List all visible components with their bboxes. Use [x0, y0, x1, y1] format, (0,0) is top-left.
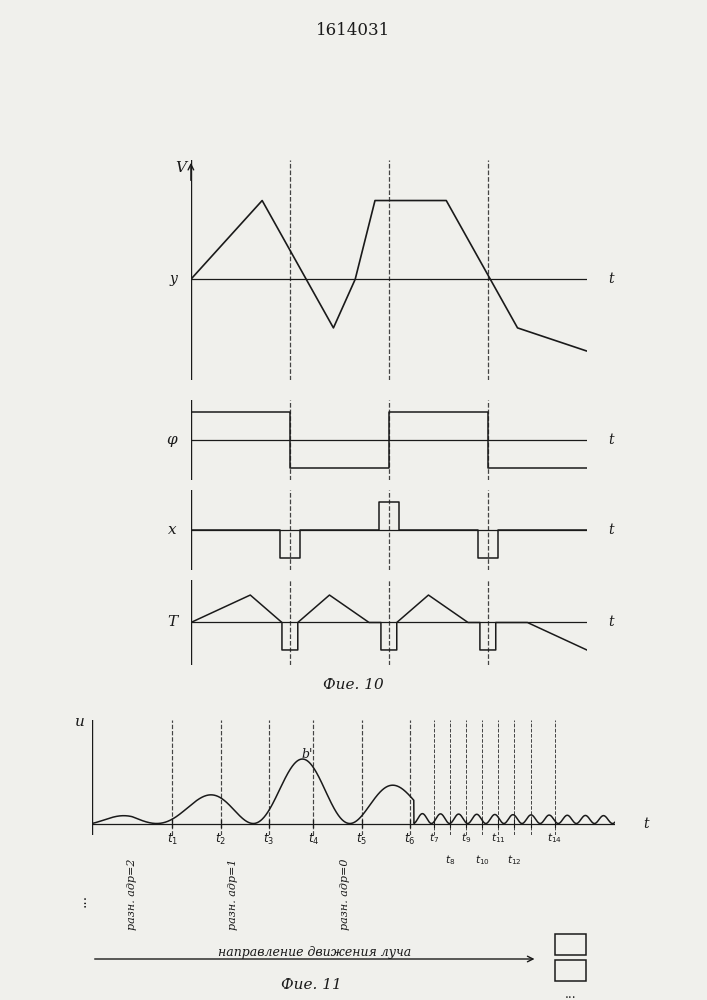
- Text: t: t: [609, 523, 614, 537]
- Text: $t_6$: $t_6$: [404, 832, 416, 847]
- Text: $t_{11}$: $t_{11}$: [491, 832, 506, 845]
- Text: разн. адр=1: разн. адр=1: [228, 858, 238, 930]
- Text: 1614031: 1614031: [316, 22, 391, 39]
- Text: φ: φ: [166, 433, 177, 447]
- Text: t: t: [643, 816, 649, 830]
- Text: u: u: [75, 715, 85, 729]
- Text: V: V: [175, 161, 187, 175]
- Text: $t_7$: $t_7$: [429, 832, 439, 845]
- Text: Фие. 11: Фие. 11: [281, 978, 341, 992]
- Text: $t_2$: $t_2$: [215, 832, 226, 847]
- Text: направление движения луча: направление движения луча: [218, 946, 411, 959]
- Bar: [556, 934, 587, 955]
- Text: T: T: [167, 615, 177, 630]
- Text: $t_1$: $t_1$: [167, 832, 178, 847]
- Text: $t_5$: $t_5$: [356, 832, 367, 847]
- Text: t: t: [609, 272, 614, 286]
- Text: x: x: [168, 523, 177, 537]
- Text: $t_{10}$: $t_{10}$: [475, 854, 490, 867]
- Text: $t_9$: $t_9$: [461, 832, 472, 845]
- Text: $t_4$: $t_4$: [308, 832, 319, 847]
- Text: $t_{14}$: $t_{14}$: [547, 832, 562, 845]
- Text: $t_8$: $t_8$: [445, 854, 455, 867]
- Bar: [556, 960, 587, 981]
- Text: $t_{12}$: $t_{12}$: [507, 854, 522, 867]
- Text: t: t: [609, 433, 614, 447]
- Text: y: y: [169, 272, 177, 286]
- Text: Фие. 10: Фие. 10: [323, 678, 384, 692]
- Text: t: t: [609, 615, 614, 630]
- Text: ...: ...: [565, 988, 576, 1000]
- Text: $t_3$: $t_3$: [264, 832, 274, 847]
- Text: b': b': [301, 748, 312, 761]
- Text: разн. адр=0: разн. адр=0: [341, 858, 351, 930]
- Text: разн. адр=2: разн. адр=2: [127, 858, 137, 930]
- Text: ...: ...: [74, 893, 88, 907]
